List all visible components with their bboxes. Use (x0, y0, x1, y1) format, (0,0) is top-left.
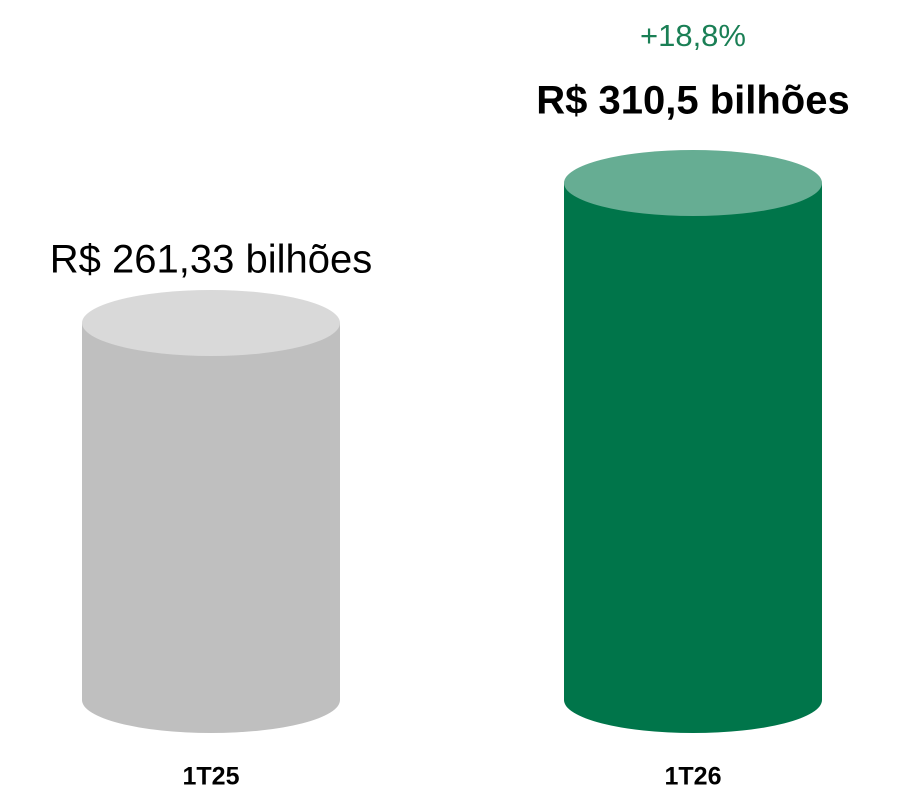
cylinder (82, 289, 340, 733)
cylinder-body (82, 322, 340, 733)
annotation: +18,8% (640, 18, 746, 53)
x-tick-label: 1T25 (183, 763, 240, 791)
x-tick-label: 1T26 (665, 763, 722, 791)
cylinder (564, 150, 822, 733)
cylinder-body (564, 183, 822, 733)
value-label: R$ 310,5 bilhões (536, 79, 849, 123)
value-label: R$ 261,33 bilhões (50, 238, 372, 282)
cylinder-top (82, 289, 340, 356)
cylinder-top (564, 150, 822, 216)
